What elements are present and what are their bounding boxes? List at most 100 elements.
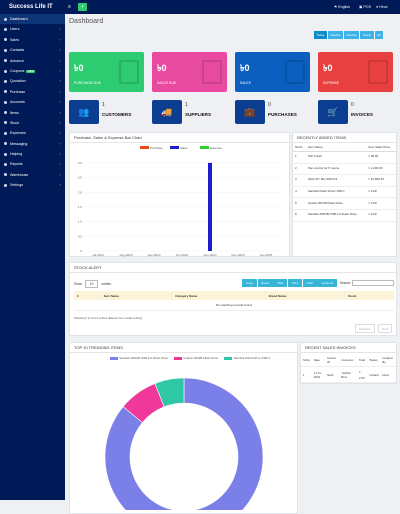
previous-button[interactable]: Previous (355, 324, 375, 333)
columns-button[interactable]: Columns (317, 279, 338, 287)
app-brand[interactable]: Success Life IT (9, 4, 53, 10)
new-badge: NEW (26, 69, 36, 73)
search-control: Search: (340, 280, 394, 286)
sidebar-item-messaging[interactable]: Messaging › (0, 139, 65, 149)
suppliers-icon: 🚚 (152, 100, 182, 124)
recent-sales-table: Sl.No Date Invoice ID Customer Total Status Cr… (301, 353, 396, 383)
filter-weekly[interactable]: Weekly (328, 31, 344, 39)
table-cell: Hinol (380, 366, 396, 383)
sidebar-item-accounts[interactable]: Accounts › (0, 97, 65, 107)
quotation-icon (4, 79, 7, 83)
export-buttons: Copy Excel PDF Print CSV Columns (242, 279, 338, 287)
table-info: Showing 0 to 0 of 0 entries (filtered fr… (74, 316, 143, 320)
add-button[interactable]: + (78, 3, 87, 11)
stat-label: SALES DUE (157, 81, 177, 85)
advance-icon (4, 59, 7, 63)
sales-icon (4, 38, 7, 42)
column-header: Created By (380, 353, 396, 367)
table-cell: ৳ 38.00 (366, 151, 396, 164)
stock-alert-card: STOCK ALERT Show 10 entries Search: # Ite… (69, 262, 397, 336)
chevron-right-icon: › (59, 26, 61, 32)
sidebar-item-helping[interactable]: Helping › (0, 149, 65, 159)
next-button[interactable]: Next (378, 324, 393, 333)
pos-link[interactable]: ▣ POS (359, 5, 371, 9)
legend-item: Sandisk Flash Drive USB C (224, 356, 270, 360)
sidebar-item-settings[interactable]: Settings › (0, 180, 65, 190)
trending-title: TOP 10 TRENDING ITEMS (70, 343, 297, 353)
column-header-category-name[interactable]: Category Name (171, 291, 266, 300)
top-bar: Success Life IT ≡ + ⚑ English ▣ POS ● Hi… (0, 0, 400, 14)
x-tick-label: Dec-2024 (231, 253, 244, 257)
table-cell: Unpaid (367, 366, 381, 383)
stat-label: SALES (240, 81, 251, 85)
sidebar-item-quotation[interactable]: Quotation › (0, 76, 65, 86)
user-name: Hinol (379, 5, 388, 9)
bar-sales (208, 162, 212, 251)
recent-items-card: RECENTLY ADDED ITEMS Sl.No Item Name Item … (292, 132, 397, 257)
table-row: 5 Imation 8KGB Flash Drive ৳ 3.00 (293, 197, 396, 210)
stat-label: PURCHASE DUE (74, 81, 101, 85)
search-input[interactable] (351, 280, 394, 286)
column-header: Customer (339, 353, 357, 367)
reports-icon (4, 163, 7, 167)
menu-toggle-icon[interactable]: ≡ (68, 4, 71, 10)
column-header-[interactable]: # (74, 291, 101, 300)
filter-yearly[interactable]: Yearly (360, 31, 375, 39)
items-icon (4, 111, 7, 115)
info-count: 0 (351, 102, 354, 108)
column-header: Item Sales Price (366, 143, 396, 152)
filter-all[interactable]: All (374, 31, 384, 39)
sidebar-item-stock[interactable]: Stock › (0, 118, 65, 128)
sidebar-item-advance[interactable]: Advance › (0, 56, 65, 66)
table-cell: Sandisk Flash Drive USB C (305, 186, 367, 199)
csv-button[interactable]: CSV (302, 279, 317, 287)
info-label: CUSTOMERS (102, 112, 132, 117)
chevron-right-icon: › (59, 88, 61, 94)
length-control: Show 10 entries (74, 280, 111, 288)
sidebar-item-coupons[interactable]: Coupons NEW › (0, 66, 65, 76)
print-button[interactable]: Print (287, 279, 303, 287)
column-header-stock[interactable]: Stock (344, 291, 394, 300)
sidebar-item-dashboard[interactable]: Dashboard (0, 14, 65, 25)
sidebar-item-label: Purchase (10, 89, 26, 94)
excel-button[interactable]: Excel (257, 279, 273, 287)
legend-label: Purchase (150, 146, 163, 150)
bar-chart: 0 0.5 1.0 1.5 2.0 2.5 3.0 Jul-2024 Aug-2024 Sep-2… (78, 146, 280, 257)
user-menu[interactable]: ● Hinol (376, 5, 388, 9)
pie-slice-sandisk-256gb-usb-2-0-flash-drive (104, 377, 264, 510)
legend-item: Sandisk 256GB USB 2.0 Flash Drive (109, 356, 168, 360)
copy-button[interactable]: Copy (242, 279, 258, 287)
search-label: Search: (340, 280, 351, 285)
date-filter: Today Weekly Monthly Yearly All (314, 31, 384, 39)
bar-chart-card: Purchase, Sales & Expense Bar Chart 0 0.5… (69, 132, 290, 257)
stock-icon (4, 121, 7, 125)
sidebar-item-contacts[interactable]: Contacts › (0, 45, 65, 55)
sidebar-item-reports[interactable]: Reports › (0, 159, 65, 169)
column-header: Invoice ID (325, 353, 340, 367)
sidebar-item-label: Users (10, 27, 20, 32)
sidebar-item-purchase[interactable]: Purchase › (0, 87, 65, 97)
chevron-right-icon: › (59, 182, 61, 188)
sidebar-item-warehouse[interactable]: Warehouse › (0, 170, 65, 180)
filter-monthly[interactable]: Monthly (343, 31, 361, 39)
table-row: 3 2022 32" MH 432CC3 ৳ 32,800.67 (293, 174, 396, 187)
filter-today[interactable]: Today (314, 31, 329, 39)
page-length-select[interactable]: 10 (84, 280, 99, 288)
sidebar-item-sales[interactable]: Sales › (0, 35, 65, 45)
x-tick-label: Nov-2024 (203, 253, 216, 257)
y-tick-label: 3.0 (78, 161, 83, 165)
sidebar-item-users[interactable]: Users › (0, 24, 65, 34)
table-cell: 5 (293, 197, 306, 210)
sidebar-item-label: Helping (10, 152, 23, 157)
sidebar-item-label: Advance (10, 58, 24, 63)
sidebar-item-expenses[interactable]: Expenses › (0, 128, 65, 138)
chevron-right-icon: › (59, 99, 61, 105)
column-header-item-name[interactable]: Item Name (100, 291, 173, 300)
column-header-brand-name[interactable]: Brand Name (265, 291, 346, 300)
legend-label: Sales (180, 146, 188, 150)
language-selector[interactable]: ⚑ English (334, 5, 351, 9)
sidebar-item-items[interactable]: Items › (0, 108, 65, 118)
info-label: INVOICES (351, 112, 373, 117)
table-cell: 2 (293, 163, 306, 176)
pdf-button[interactable]: PDF (273, 279, 288, 287)
